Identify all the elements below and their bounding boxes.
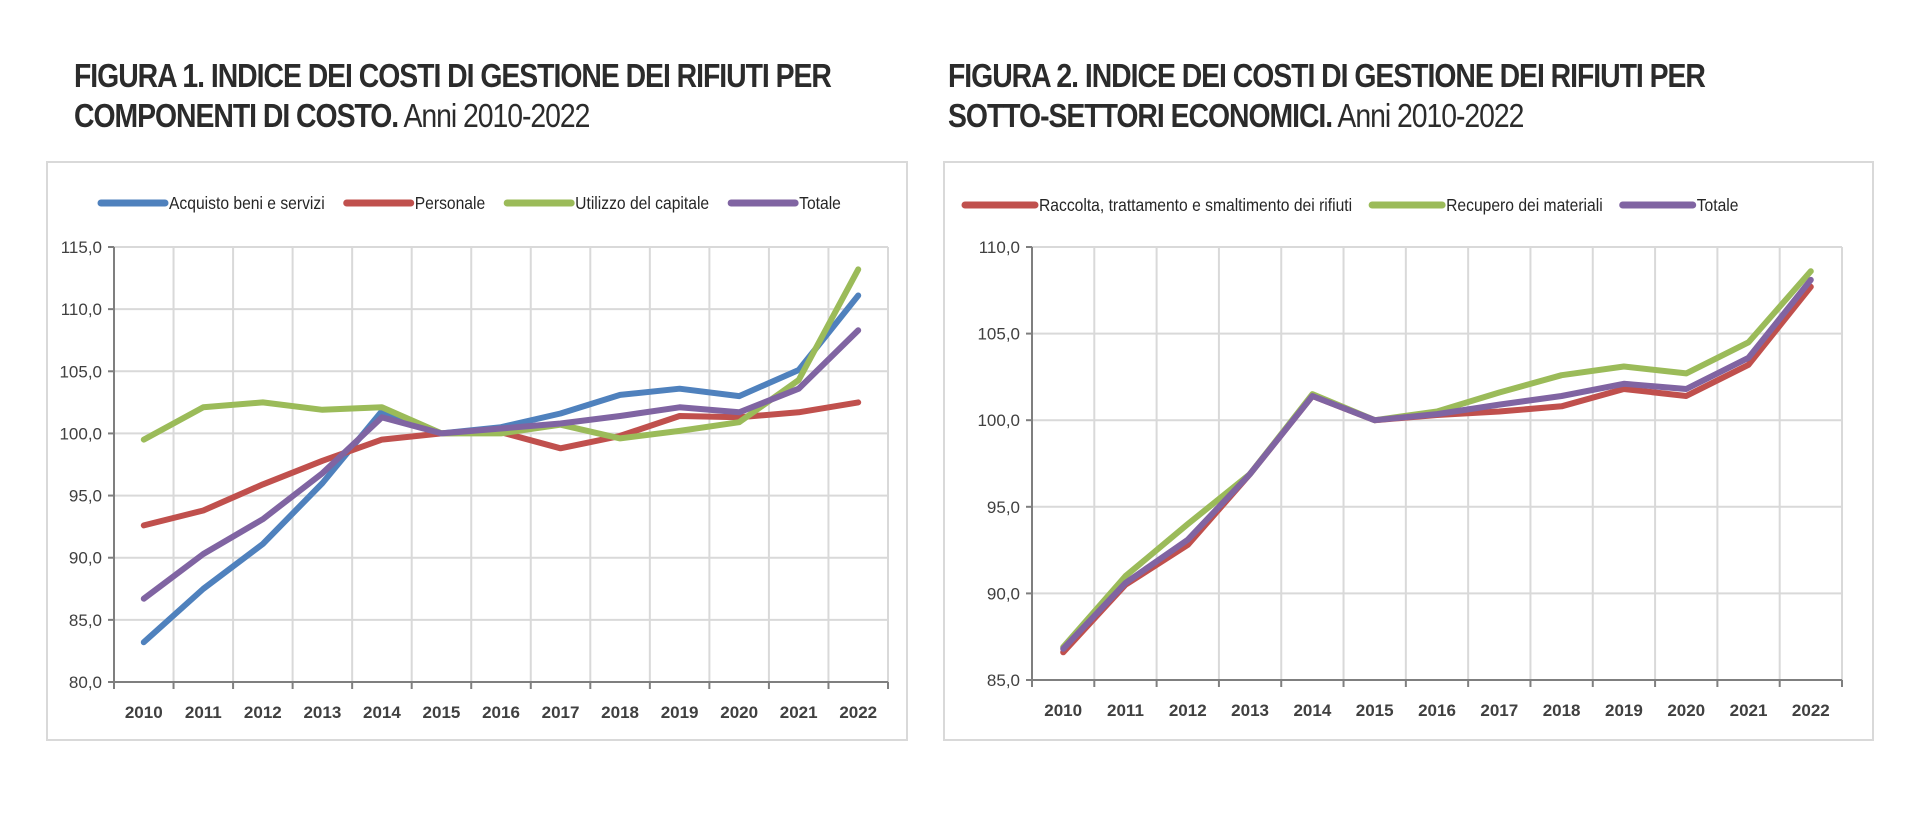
x-tick-label: 2020 bbox=[720, 703, 758, 722]
y-tick-label: 105,0 bbox=[977, 325, 1020, 344]
series-utilizzo-del-capitale bbox=[140, 266, 862, 443]
series-personale bbox=[140, 399, 862, 529]
legend: Acquisto beni e servizi Personale Utilizzo… bbox=[97, 193, 841, 213]
series-line bbox=[140, 292, 862, 646]
x-tick-label: 2016 bbox=[482, 703, 520, 722]
figure-2-title-years: Anni 2010-2022 bbox=[1332, 97, 1524, 134]
legend-item: Totale bbox=[727, 193, 841, 213]
x-tick-label: 2021 bbox=[1730, 701, 1768, 720]
x-tick-label: 2010 bbox=[1044, 701, 1082, 720]
legend-item: Raccolta, trattamento e smaltimento dei … bbox=[961, 195, 1352, 215]
series-totale bbox=[1060, 276, 1814, 652]
legend-label: Raccolta, trattamento e smaltimento dei … bbox=[1039, 195, 1352, 215]
x-tick-label: 2014 bbox=[363, 703, 401, 722]
legend-item: Recupero dei materiali bbox=[1368, 195, 1603, 215]
series-line bbox=[1060, 283, 1814, 656]
x-tick-label: 2021 bbox=[780, 703, 818, 722]
x-tick-label: 2019 bbox=[1605, 701, 1643, 720]
series-line bbox=[140, 399, 862, 529]
legend-label: Totale bbox=[799, 193, 841, 213]
x-tick-label: 2015 bbox=[423, 703, 461, 722]
figure-2-chart-box: 85,0 90,0 95,0 100,0 105,0 110,0 2010 2011 2012 2… bbox=[943, 161, 1874, 741]
legend-item: Totale bbox=[1619, 195, 1739, 215]
y-tick-label: 95,0 bbox=[987, 498, 1020, 517]
figure-1-title-line1: FIGURA 1. INDICE DEI COSTI DI GESTIONE D… bbox=[74, 57, 832, 94]
x-tick-label: 2011 bbox=[185, 703, 222, 722]
x-tick-label: 2015 bbox=[1356, 701, 1394, 720]
x-tick-label: 2022 bbox=[1792, 701, 1830, 720]
figure-2-chart: 85,0 90,0 95,0 100,0 105,0 110,0 2010 2011 2012 2… bbox=[961, 195, 1843, 720]
gridlines bbox=[114, 246, 889, 682]
y-tick-label: 100,0 bbox=[59, 424, 102, 443]
x-tick-label: 2012 bbox=[1169, 701, 1207, 720]
figure-2-title: FIGURA 2. INDICE DEI COSTI DI GESTIONE D… bbox=[948, 56, 1706, 136]
x-tick-label: 2019 bbox=[661, 703, 699, 722]
series-raccolta-trattamento-e-smaltimento-dei-rifiuti bbox=[1060, 283, 1814, 656]
series-acquisto-beni-e-servizi bbox=[140, 292, 862, 646]
figure-1-chart: 80,0 85,0 90,0 95,0 100,0 105,0 110,0 115,0 2010… bbox=[59, 193, 889, 722]
series-totale bbox=[140, 327, 862, 602]
y-tick-label: 110,0 bbox=[61, 300, 102, 319]
gridlines bbox=[1032, 246, 1843, 680]
series-recupero-dei-materiali bbox=[1060, 268, 1814, 651]
legend-item: Personale bbox=[343, 193, 485, 213]
x-tick-label: 2016 bbox=[1418, 701, 1456, 720]
x-tick-label: 2011 bbox=[1107, 701, 1144, 720]
legend-item: Acquisto beni e servizi bbox=[97, 193, 325, 213]
x-tick-label: 2010 bbox=[125, 703, 163, 722]
legend-label: Personale bbox=[415, 193, 485, 213]
y-tick-label: 115,0 bbox=[61, 238, 102, 257]
legend-item: Utilizzo del capitale bbox=[503, 193, 709, 213]
x-tick-label: 2017 bbox=[542, 703, 580, 722]
y-tick-label: 95,0 bbox=[69, 487, 102, 506]
figure-2-title-line1: FIGURA 2. INDICE DEI COSTI DI GESTIONE D… bbox=[948, 57, 1706, 94]
y-tick-label: 105,0 bbox=[59, 362, 102, 381]
legend-label: Utilizzo del capitale bbox=[575, 193, 709, 213]
series-line bbox=[1060, 268, 1814, 651]
legend-label: Acquisto beni e servizi bbox=[169, 193, 325, 213]
x-tick-label: 2013 bbox=[1231, 701, 1269, 720]
y-tick-label: 100,0 bbox=[977, 411, 1020, 430]
legend: Raccolta, trattamento e smaltimento dei … bbox=[961, 195, 1739, 215]
series-line bbox=[140, 266, 862, 443]
figure-1-title: FIGURA 1. INDICE DEI COSTI DI GESTIONE D… bbox=[74, 56, 832, 136]
legend-label: Recupero dei materiali bbox=[1446, 195, 1603, 215]
x-tick-label: 2014 bbox=[1293, 701, 1331, 720]
x-tick-label: 2018 bbox=[601, 703, 639, 722]
y-tick-label: 85,0 bbox=[987, 671, 1020, 690]
x-tick-label: 2022 bbox=[839, 703, 877, 722]
figure-2-title-line2: SOTTO-SETTORI ECONOMICI. bbox=[948, 97, 1333, 134]
y-tick-label: 85,0 bbox=[69, 611, 102, 630]
figure-1-chart-box: 80,0 85,0 90,0 95,0 100,0 105,0 110,0 115,0 2010… bbox=[46, 161, 908, 741]
y-tick-label: 90,0 bbox=[69, 549, 102, 568]
figure-1-title-years: Anni 2010-2022 bbox=[398, 97, 590, 134]
y-tick-label: 90,0 bbox=[987, 584, 1020, 603]
x-tick-label: 2018 bbox=[1543, 701, 1581, 720]
x-tick-label: 2020 bbox=[1667, 701, 1705, 720]
x-tick-label: 2012 bbox=[244, 703, 282, 722]
legend-label: Totale bbox=[1697, 195, 1739, 215]
y-tick-label: 80,0 bbox=[69, 673, 102, 692]
x-tick-label: 2013 bbox=[303, 703, 341, 722]
figure-1-title-line2: COMPONENTI DI COSTO. bbox=[74, 97, 399, 134]
y-tick-label: 110,0 bbox=[979, 238, 1020, 257]
x-tick-label: 2017 bbox=[1480, 701, 1518, 720]
